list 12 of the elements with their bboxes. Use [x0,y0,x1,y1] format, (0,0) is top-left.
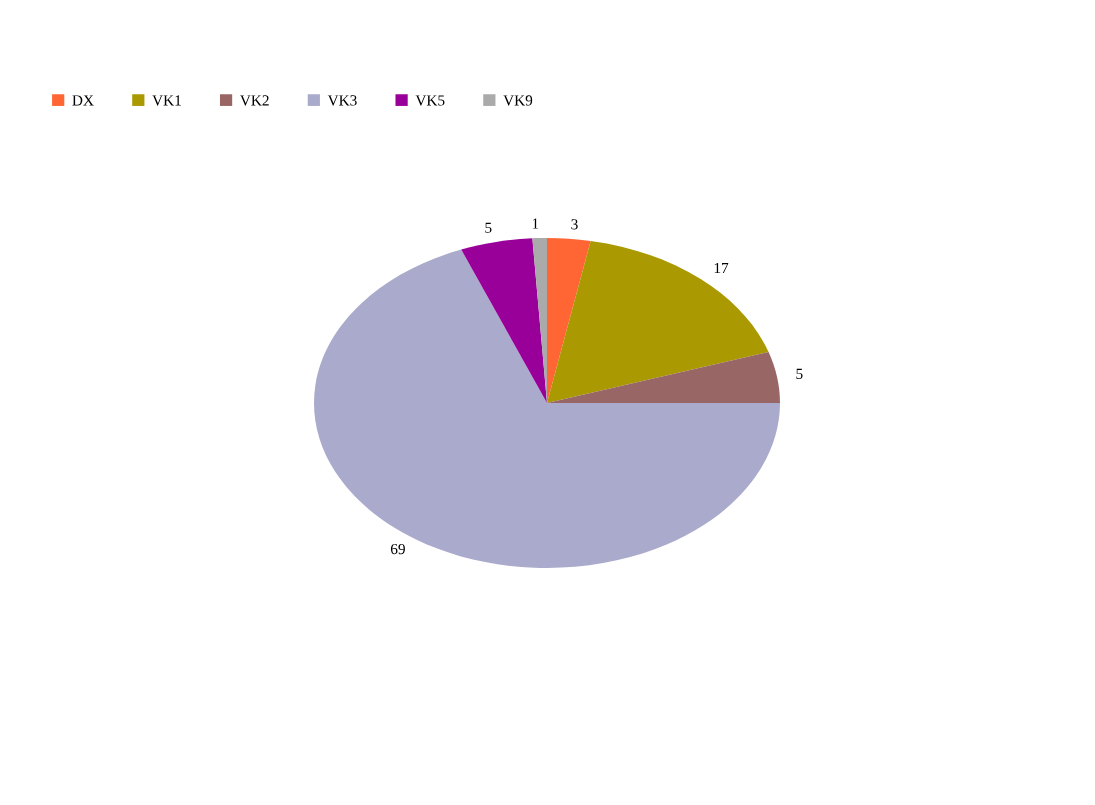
data-label: 1 [532,218,539,229]
legend-label: VK5 [415,95,445,106]
legend-label: VK2 [239,95,269,106]
data-label: 3 [571,219,578,230]
data-label: 5 [485,222,492,233]
data-label: 5 [796,368,803,379]
data-label: 17 [714,262,729,273]
legend-label: VK3 [327,95,357,106]
data-label: 69 [390,543,405,555]
legend-label: VK1 [152,95,181,106]
legend-label: DX [72,95,94,106]
legend-label: VK9 [503,95,533,106]
